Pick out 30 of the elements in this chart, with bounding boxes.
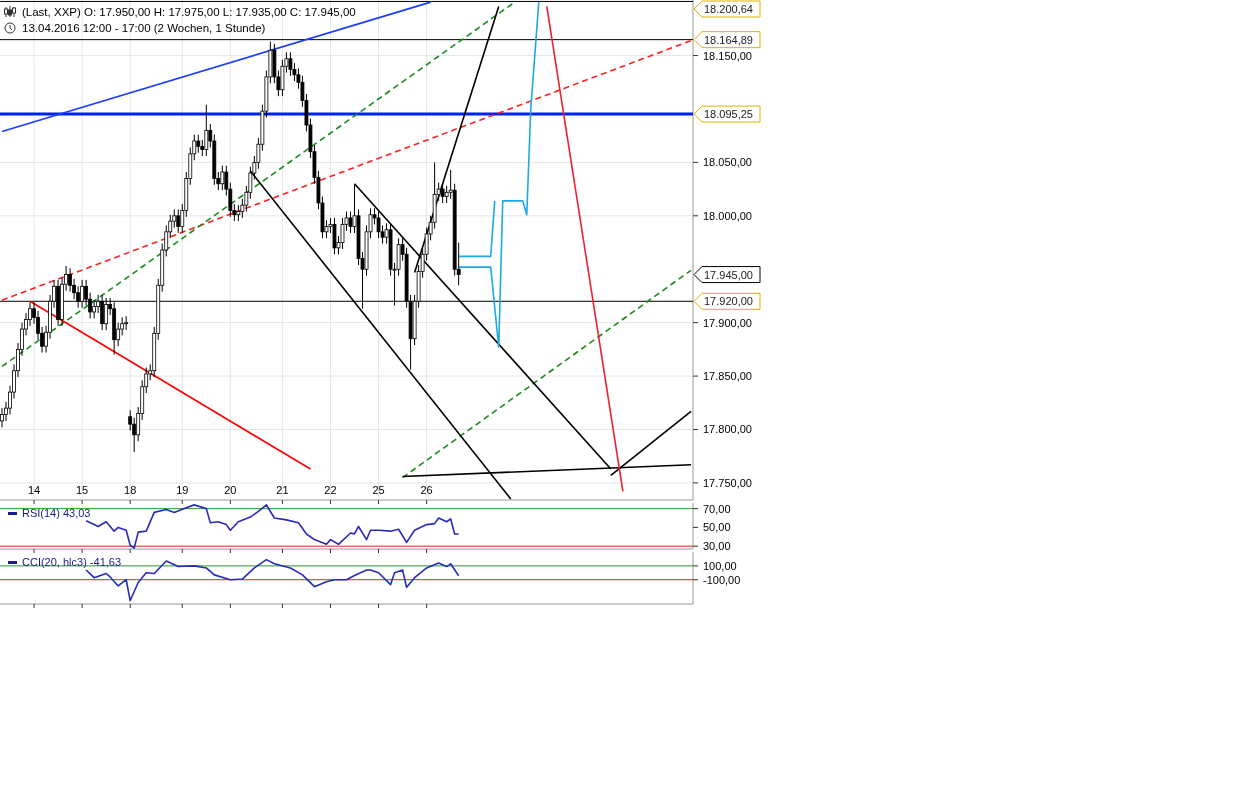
x-tick-label: 25 bbox=[372, 484, 385, 496]
ref-line-label: 18.200,64 bbox=[704, 3, 753, 15]
y-tick-label: 18.050,00 bbox=[703, 156, 752, 169]
y-tick-label: 70,00 bbox=[703, 502, 731, 515]
y-tick-label: 30,00 bbox=[703, 540, 731, 553]
x-tick-label: 22 bbox=[324, 484, 337, 496]
x-tick-label: 26 bbox=[420, 484, 433, 496]
y-tick-label: 18.000,00 bbox=[703, 209, 752, 222]
chart-title: CCI(20, hlc3) -41,63 bbox=[22, 556, 122, 568]
text: (Last, XXP) O: 17.950,00 H: 17.975,00 L: 17.935,00 C: 17.945,00 bbox=[22, 6, 356, 18]
ref-line-label: 17.920,00 bbox=[704, 295, 753, 308]
chart-title: RSI(14) 43,03 bbox=[22, 507, 91, 519]
y-tick-label: 17.800,00 bbox=[703, 423, 752, 436]
y-tick-label: 17.900,00 bbox=[703, 316, 752, 329]
y-tick-label: 100,00 bbox=[703, 559, 737, 572]
y-tick-label: -100,00 bbox=[703, 573, 741, 586]
ref-line-label: 18.095,25 bbox=[704, 108, 753, 121]
x-tick-label: 20 bbox=[224, 484, 237, 496]
y-tick-label: 50,00 bbox=[703, 521, 731, 534]
y-tick-label: 17.850,00 bbox=[703, 370, 752, 383]
x-tick-label: 21 bbox=[276, 484, 289, 496]
text: 13.04.2016 12:00 - 17:00 (2 Wochen, 1 Stunde) bbox=[22, 22, 266, 34]
x-tick-label: 15 bbox=[75, 484, 89, 496]
x-tick-label: 19 bbox=[176, 484, 189, 496]
x-tick-label: 14 bbox=[27, 484, 41, 496]
x-tick-label: 18 bbox=[124, 484, 137, 496]
text: 17.945,00 bbox=[704, 268, 753, 281]
y-tick-label: 18.150,00 bbox=[703, 49, 752, 62]
ref-line-label: 18.164,89 bbox=[704, 33, 753, 46]
y-tick-label: 17.750,00 bbox=[703, 476, 752, 489]
